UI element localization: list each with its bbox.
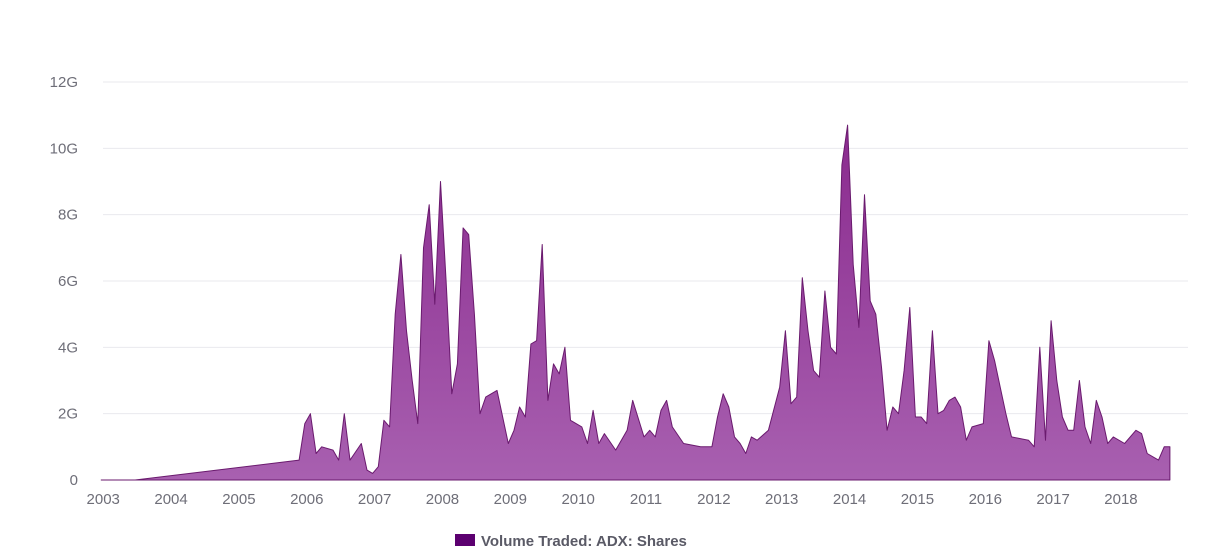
y-tick-label: 4G xyxy=(58,339,78,356)
x-tick-label: 2011 xyxy=(630,491,662,508)
y-tick-label: 10G xyxy=(50,140,78,157)
y-tick-label: 8G xyxy=(58,207,78,224)
x-tick-label: 2014 xyxy=(833,491,866,508)
x-tick-label: 2012 xyxy=(697,491,730,508)
x-tick-label: 2004 xyxy=(154,491,187,508)
x-tick-label: 2016 xyxy=(969,491,1002,508)
y-axis-tick-labels: 0 2G 4G 6G 8G 10G 12G xyxy=(50,74,78,489)
gridlines xyxy=(103,81,1188,415)
x-tick-label: 2006 xyxy=(290,491,323,508)
x-tick-label: 2003 xyxy=(87,491,120,508)
x-tick-label: 2017 xyxy=(1036,491,1069,508)
x-tick-label: 2015 xyxy=(901,491,934,508)
y-tick-label: 6G xyxy=(58,273,78,290)
plot-area xyxy=(100,124,1171,481)
y-tick-label: 0 xyxy=(70,472,78,489)
y-tick-label: 12G xyxy=(50,74,78,91)
x-tick-label: 2018 xyxy=(1104,491,1137,508)
x-tick-label: 2010 xyxy=(561,491,594,508)
legend-label[interactable]: Volume Traded: ADX: Shares xyxy=(481,533,687,546)
x-tick-label: 2013 xyxy=(765,491,798,508)
legend-swatch[interactable] xyxy=(455,534,475,546)
legend[interactable]: Volume Traded: ADX: Shares xyxy=(455,533,687,546)
y-tick-label: 2G xyxy=(58,406,78,423)
x-axis-tick-labels: 2003 2004 2005 2006 2007 2008 2009 2010 2011 2012… xyxy=(87,491,1138,508)
series-area-volume[interactable] xyxy=(100,124,1171,481)
x-tick-label: 2008 xyxy=(426,491,459,508)
x-tick-label: 2009 xyxy=(494,491,527,508)
x-tick-label: 2007 xyxy=(358,491,391,508)
x-tick-label: 2005 xyxy=(222,491,255,508)
